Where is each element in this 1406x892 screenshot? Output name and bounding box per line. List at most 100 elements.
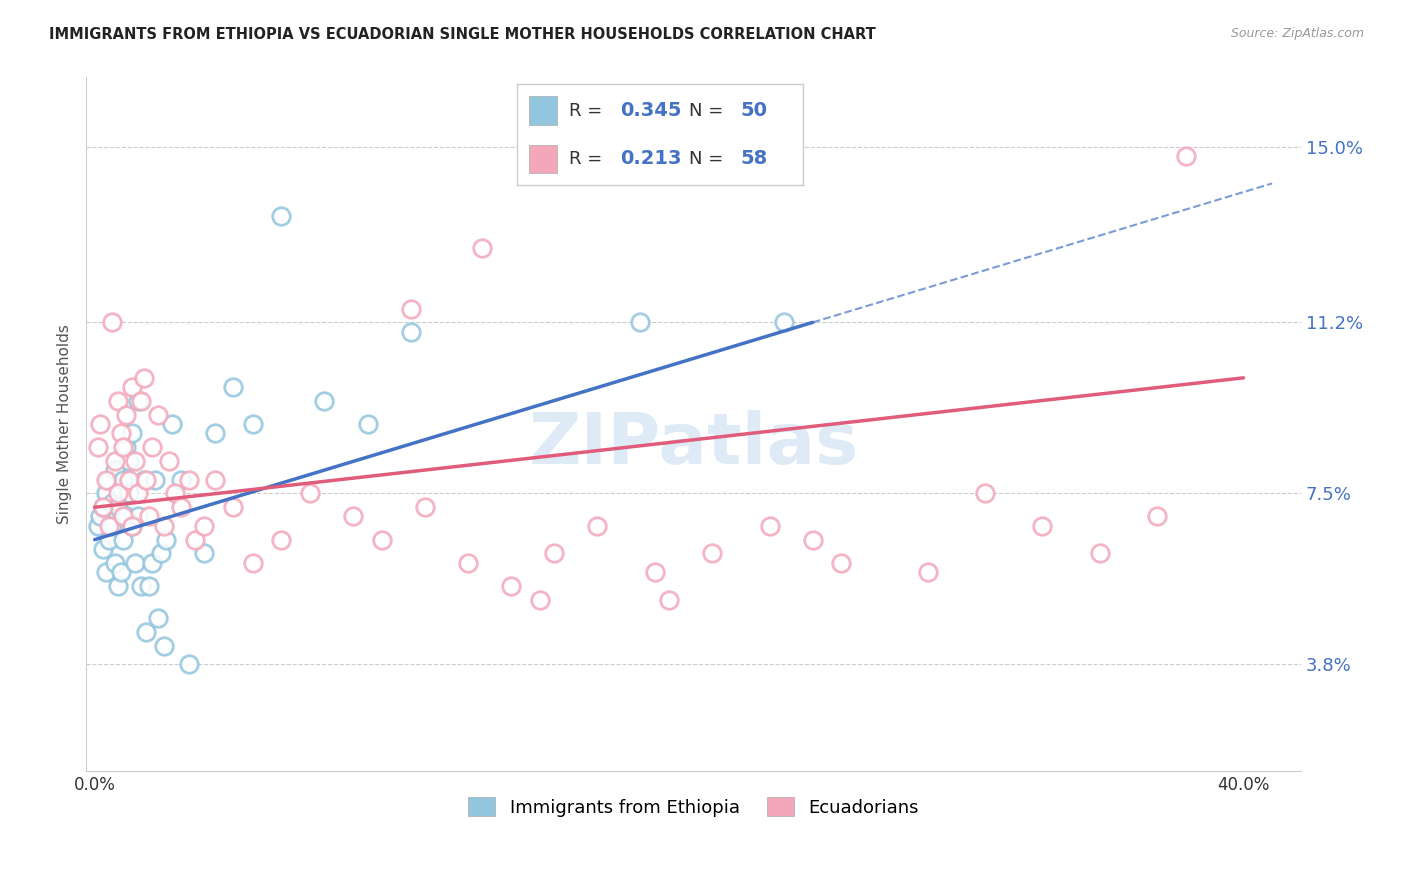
Point: [179, 473, 201, 487]
Point: [160, 417, 183, 431]
Point: [91, 500, 114, 515]
Point: [129, 394, 152, 409]
Point: [110, 482, 132, 496]
Point: [193, 546, 215, 560]
Point: [129, 579, 152, 593]
Point: [107, 500, 129, 515]
Point: [242, 417, 264, 431]
Point: [628, 315, 651, 329]
Point: [801, 533, 824, 547]
Point: [314, 394, 336, 409]
Point: [179, 657, 201, 672]
Point: [184, 533, 207, 547]
Point: [121, 518, 143, 533]
Point: [104, 454, 127, 468]
Point: [146, 408, 169, 422]
Point: [457, 556, 479, 570]
Point: [96, 473, 118, 487]
Point: [138, 579, 160, 593]
Text: IMMIGRANTS FROM ETHIOPIA VS ECUADORIAN SINGLE MOTHER HOUSEHOLDS CORRELATION CHAR: IMMIGRANTS FROM ETHIOPIA VS ECUADORIAN S…: [49, 27, 876, 42]
Point: [204, 426, 226, 441]
Point: [91, 500, 114, 515]
Point: [141, 556, 163, 570]
Point: [124, 556, 146, 570]
Point: [107, 394, 129, 409]
Point: [132, 371, 155, 385]
Point: [413, 500, 436, 515]
Point: [586, 518, 609, 533]
Point: [702, 546, 724, 560]
Point: [149, 546, 172, 560]
Point: [127, 509, 149, 524]
Point: [118, 454, 141, 468]
Point: [974, 486, 997, 500]
Point: [115, 408, 138, 422]
Point: [86, 440, 108, 454]
Point: [143, 473, 166, 487]
Point: [146, 611, 169, 625]
Point: [124, 454, 146, 468]
Point: [758, 518, 780, 533]
Point: [132, 473, 155, 487]
Point: [644, 565, 666, 579]
Point: [121, 518, 143, 533]
Point: [101, 518, 124, 533]
Point: [115, 440, 138, 454]
Point: [138, 509, 160, 524]
Point: [141, 440, 163, 454]
Point: [242, 556, 264, 570]
Point: [356, 417, 378, 431]
Point: [96, 565, 118, 579]
Point: [529, 592, 551, 607]
Point: [127, 486, 149, 500]
Point: [135, 625, 157, 640]
Point: [170, 500, 193, 515]
Point: [204, 473, 226, 487]
Point: [270, 209, 292, 223]
Point: [112, 509, 135, 524]
Point: [98, 473, 121, 487]
Point: [104, 463, 127, 477]
Text: Source: ZipAtlas.com: Source: ZipAtlas.com: [1230, 27, 1364, 40]
Point: [118, 473, 141, 487]
Point: [112, 473, 135, 487]
Point: [135, 473, 157, 487]
Point: [1088, 546, 1111, 560]
Point: [193, 518, 215, 533]
Point: [170, 473, 193, 487]
Point: [917, 565, 939, 579]
Point: [342, 509, 364, 524]
Point: [399, 301, 422, 316]
Point: [98, 518, 121, 533]
Point: [471, 242, 494, 256]
Point: [112, 533, 135, 547]
Point: [115, 509, 138, 524]
Point: [112, 440, 135, 454]
Point: [98, 533, 121, 547]
Point: [101, 315, 124, 329]
Point: [107, 579, 129, 593]
Point: [773, 315, 796, 329]
Point: [501, 579, 523, 593]
Point: [371, 533, 394, 547]
Point: [155, 533, 177, 547]
Point: [1146, 509, 1168, 524]
Point: [157, 454, 180, 468]
Point: [127, 394, 149, 409]
Y-axis label: Single Mother Households: Single Mother Households: [58, 324, 72, 524]
Text: ZIPatlas: ZIPatlas: [529, 410, 859, 479]
Point: [399, 325, 422, 339]
Point: [1175, 149, 1198, 163]
Point: [1031, 518, 1053, 533]
Point: [221, 380, 243, 394]
Point: [101, 495, 124, 509]
Point: [658, 592, 681, 607]
Point: [270, 533, 292, 547]
Point: [543, 546, 565, 560]
Legend: Immigrants from Ethiopia, Ecuadorians: Immigrants from Ethiopia, Ecuadorians: [461, 790, 927, 824]
Point: [110, 426, 132, 441]
Point: [107, 486, 129, 500]
Point: [830, 556, 852, 570]
Point: [221, 500, 243, 515]
Point: [86, 518, 108, 533]
